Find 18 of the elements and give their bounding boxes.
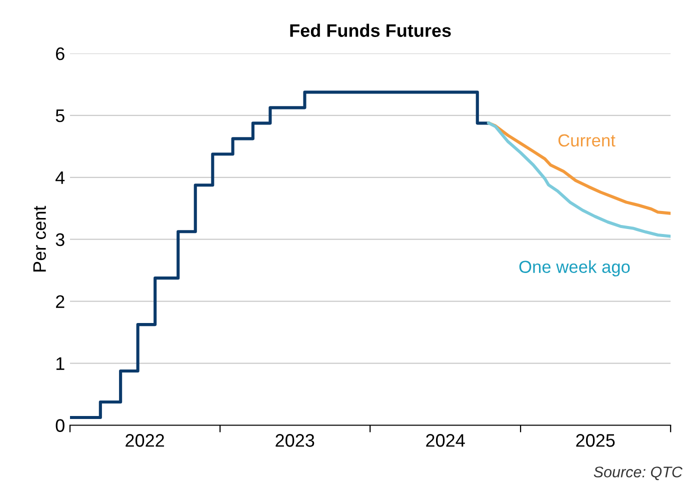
chart-title: Fed Funds Futures <box>290 24 451 37</box>
x-tick-label: 2024 <box>426 434 465 447</box>
y-tick-label: 3 <box>56 233 64 246</box>
y-axis-title: Per cent <box>33 206 46 272</box>
series-label: Current <box>558 134 616 147</box>
y-tick-label: 5 <box>56 110 64 122</box>
source-note: Source: QTC <box>594 466 683 480</box>
y-tick-label: 4 <box>56 172 65 184</box>
x-tick-label: 2022 <box>126 434 164 447</box>
line-series <box>486 121 671 238</box>
x-tick-label: 2025 <box>576 434 615 447</box>
y-tick-label: 6 <box>56 47 64 60</box>
line-series <box>486 121 671 215</box>
series-label: One week ago <box>519 260 630 276</box>
y-tick-label: 0 <box>56 419 64 432</box>
y-tick-label: 2 <box>56 295 64 308</box>
y-tick-label: 1 <box>56 357 64 370</box>
x-tick-label: 2023 <box>276 434 314 447</box>
